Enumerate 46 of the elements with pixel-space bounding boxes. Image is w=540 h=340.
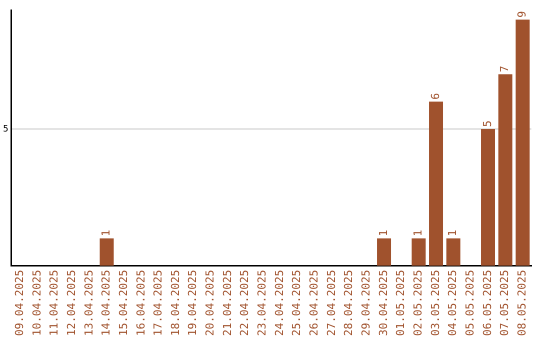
x-tick-label: 20.04.2025 bbox=[204, 270, 217, 336]
data-label: 9 bbox=[516, 10, 529, 18]
bar bbox=[516, 20, 530, 266]
x-tick-label: 26.04.2025 bbox=[308, 270, 321, 336]
x-tick-label: 29.04.2025 bbox=[360, 270, 373, 336]
x-tick-label: 22.04.2025 bbox=[238, 270, 252, 336]
data-label: 7 bbox=[498, 66, 512, 72]
x-tick-label: 30.04.2025 bbox=[376, 270, 390, 336]
bar bbox=[429, 102, 444, 266]
x-tick-label: 12.04.2025 bbox=[64, 270, 78, 336]
x-tick-label: 21.04.2025 bbox=[220, 270, 234, 336]
bar bbox=[100, 238, 114, 266]
data-label: 5 bbox=[480, 120, 494, 127]
data-label: 1 bbox=[446, 230, 460, 236]
bar bbox=[446, 238, 460, 266]
x-tick-label: 24.04.2025 bbox=[272, 270, 286, 336]
bar bbox=[377, 238, 392, 266]
x-tick-label: 05.05.2025 bbox=[464, 270, 477, 336]
x-tick-label: 14.04.2025 bbox=[100, 270, 113, 336]
x-tick-label: 11.04.2025 bbox=[48, 270, 61, 336]
x-tick-label: 02.05.2025 bbox=[412, 270, 425, 336]
x-tick-label: 09.04.2025 bbox=[12, 270, 26, 336]
x-tick-label: 06.05.2025 bbox=[480, 270, 494, 336]
data-label: 1 bbox=[100, 230, 113, 236]
x-tick-label: 18.04.2025 bbox=[168, 270, 182, 336]
x-tick-label: 03.05.2025 bbox=[428, 270, 442, 336]
x-tick-label: 23.04.2025 bbox=[256, 270, 269, 336]
data-label: 1 bbox=[412, 230, 425, 236]
x-tick-label: 28.04.2025 bbox=[342, 270, 356, 336]
bar bbox=[481, 128, 496, 266]
x-tick-label: 13.04.2025 bbox=[82, 270, 96, 336]
data-label: 1 bbox=[376, 230, 390, 236]
x-tick-label: 01.05.2025 bbox=[394, 270, 408, 336]
bar bbox=[498, 74, 512, 266]
bar bbox=[412, 238, 426, 266]
x-tick-label: 08.05.2025 bbox=[516, 270, 529, 336]
x-tick-label: 16.04.2025 bbox=[134, 270, 148, 336]
x-tick-label: 07.05.2025 bbox=[498, 270, 512, 336]
x-tick-label: 10.04.2025 bbox=[30, 270, 44, 336]
x-tick-label: 17.04.2025 bbox=[152, 270, 165, 336]
x-tick-label: 25.04.2025 bbox=[290, 270, 304, 336]
x-tick-label: 15.04.2025 bbox=[116, 270, 130, 336]
x-tick-label: 27.04.2025 bbox=[324, 270, 338, 336]
data-label: 6 bbox=[428, 93, 442, 100]
x-tick-label: 04.05.2025 bbox=[446, 270, 460, 336]
x-tick-label: 19.04.2025 bbox=[186, 270, 200, 336]
